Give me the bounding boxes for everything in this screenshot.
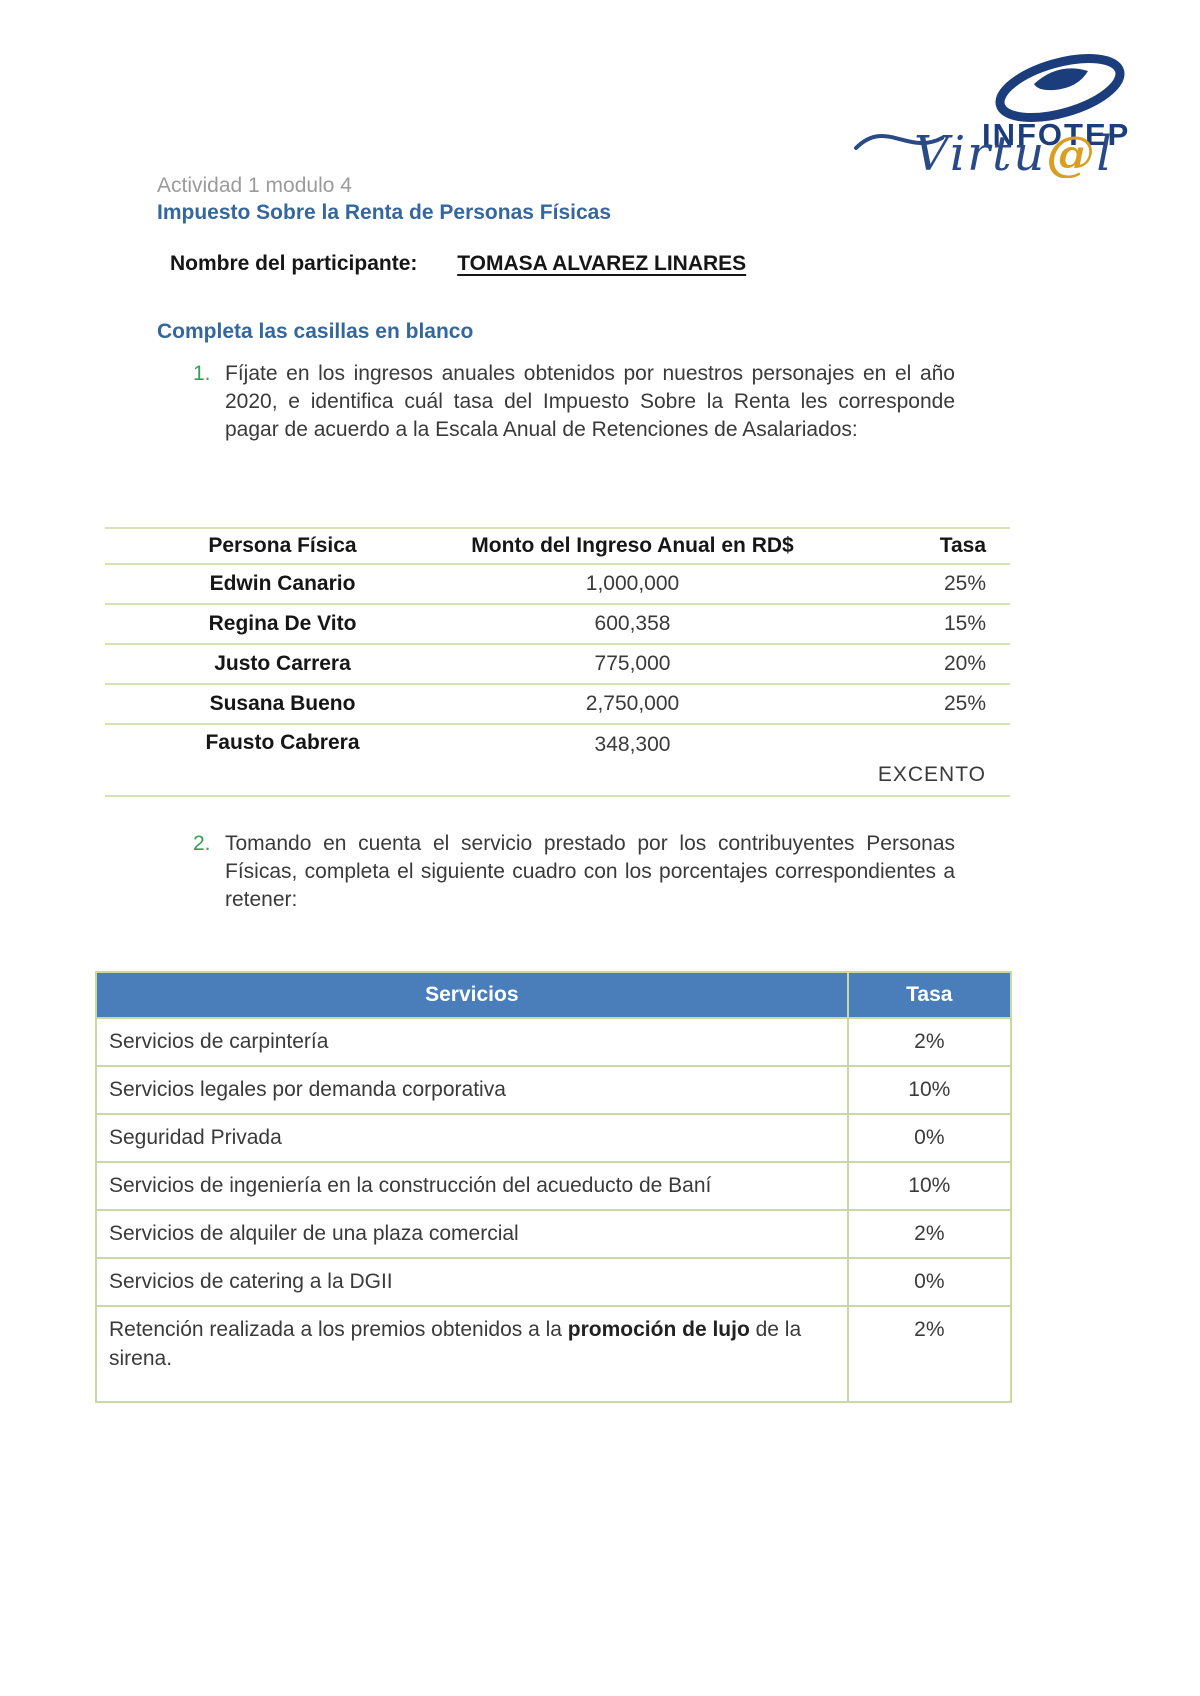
tasa-cell: 0% xyxy=(846,1113,1013,1163)
persona-cell: Regina De Vito xyxy=(208,612,357,635)
logo-script-text: Virtu@l xyxy=(914,126,1114,178)
tasa-cell: 2% xyxy=(846,1305,1013,1403)
tasa-cell: 20% xyxy=(943,652,986,675)
income-table: Persona Física Monto del Ingreso Anual e… xyxy=(105,527,1010,797)
page-title: Impuesto Sobre la Renta de Personas Físi… xyxy=(157,201,611,224)
services-header-servicios: Servicios xyxy=(95,971,849,1019)
logo-graphic: INFOTEP Virtu@l xyxy=(854,54,1130,182)
logo-brand-text: INFOTEP xyxy=(982,117,1130,152)
item-1-text: Fíjate en los ingresos anuales obtenidos… xyxy=(225,362,955,441)
logo-flourish xyxy=(854,134,944,150)
servicio-cell: Servicios de catering a la DGII xyxy=(95,1257,849,1307)
table-row: Justo Carrera 775,000 20% xyxy=(105,644,1010,684)
tasa-cell: 25% xyxy=(943,572,986,595)
table-row: Servicios legales por demanda corporativ… xyxy=(95,1065,1013,1115)
persona-cell: Justo Carrera xyxy=(214,652,351,675)
services-table-header-row: Servicios Tasa xyxy=(95,971,1013,1019)
persona-cell: Susana Bueno xyxy=(209,692,356,715)
tasa-cell: 0% xyxy=(846,1257,1013,1307)
item-2-text: Tomando en cuenta el servicio prestado p… xyxy=(225,832,955,911)
income-table-header-row: Persona Física Monto del Ingreso Anual e… xyxy=(105,528,1010,564)
tasa-cell: EXCENTO xyxy=(877,763,986,786)
servicio-cell: Servicios de carpintería xyxy=(95,1017,849,1067)
instruction-item-2: 2. Tomando en cuenta el servicio prestad… xyxy=(193,830,955,914)
tasa-cell: 10% xyxy=(846,1161,1013,1211)
section-heading: Completa las casillas en blanco xyxy=(157,320,474,343)
participant-name: TOMASA ALVAREZ LINARES xyxy=(457,252,747,275)
income-header-tasa: Tasa xyxy=(939,534,986,557)
participant-label: Nombre del participante: xyxy=(170,252,418,275)
tasa-cell: 10% xyxy=(846,1065,1013,1115)
table-row: Regina De Vito 600,358 15% xyxy=(105,604,1010,644)
item-1-number: 1. xyxy=(193,362,211,385)
logo-script-prefix: Virtu xyxy=(914,126,1046,178)
table-row: Susana Bueno 2,750,000 25% xyxy=(105,684,1010,724)
servicio-cell: Seguridad Privada xyxy=(95,1113,849,1163)
table-row: Seguridad Privada 0% xyxy=(95,1113,1013,1163)
table-row: Edwin Canario 1,000,000 25% xyxy=(105,564,1010,604)
logo-script-suffix: l xyxy=(1096,126,1113,178)
monto-cell: 600,358 xyxy=(594,612,671,635)
table-row: Servicios de alquiler de una plaza comer… xyxy=(95,1209,1013,1259)
table-row: Retención realizada a los premios obteni… xyxy=(95,1305,1013,1403)
monto-cell: 2,750,000 xyxy=(585,692,680,715)
persona-cell: Edwin Canario xyxy=(209,572,356,595)
persona-cell: Fausto Cabrera xyxy=(205,731,360,754)
tasa-cell: 25% xyxy=(943,692,986,715)
monto-cell: 348,300 xyxy=(594,733,671,756)
servicio-text-prefix: Retención realizada a los premios obteni… xyxy=(109,1318,568,1341)
services-table: Servicios Tasa Servicios de carpintería … xyxy=(95,971,1013,1403)
income-header-monto: Monto del Ingreso Anual en RD$ xyxy=(471,534,794,557)
table-row: Fausto Cabrera 348,300 EXCENTO xyxy=(105,724,1010,796)
servicio-cell: Retención realizada a los premios obteni… xyxy=(95,1305,849,1403)
table-row: Servicios de carpintería 2% xyxy=(95,1017,1013,1067)
table-row: Servicios de catering a la DGII 0% xyxy=(95,1257,1013,1307)
logo-at-glyph: @ xyxy=(1046,126,1096,178)
item-2-number: 2. xyxy=(193,832,211,855)
table-row: Servicios de ingeniería en la construcci… xyxy=(95,1161,1013,1211)
tasa-cell: 15% xyxy=(943,612,986,635)
tasa-cell: 2% xyxy=(846,1017,1013,1067)
servicio-text-suffix: de la sirena. xyxy=(109,1318,802,1370)
services-header-tasa: Tasa xyxy=(846,971,1013,1019)
monto-cell: 775,000 xyxy=(594,652,671,675)
participant-line: Nombre del participante: TOMASA ALVAREZ … xyxy=(170,252,746,276)
servicio-cell: Servicios legales por demanda corporativ… xyxy=(95,1065,849,1115)
activity-label: Actividad 1 modulo 4 xyxy=(157,174,352,197)
servicio-text-bold: promoción de lujo xyxy=(567,1318,750,1341)
orbit-swoosh-icon xyxy=(995,54,1125,122)
infotep-virtual-logo: INFOTEP Virtu@l xyxy=(852,50,1172,182)
monto-cell: 1,000,000 xyxy=(585,572,680,595)
tasa-cell: 2% xyxy=(846,1209,1013,1259)
income-header-persona: Persona Física xyxy=(208,534,357,557)
servicio-cell: Servicios de alquiler de una plaza comer… xyxy=(95,1209,849,1259)
servicio-cell: Servicios de ingeniería en la construcci… xyxy=(95,1161,849,1211)
instruction-item-1: 1. Fíjate en los ingresos anuales obteni… xyxy=(193,360,955,444)
